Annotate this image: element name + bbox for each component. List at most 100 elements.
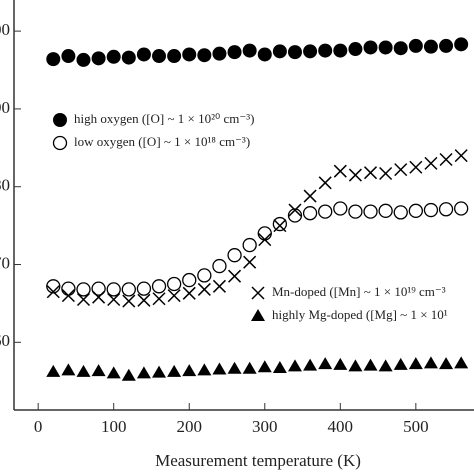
point	[212, 279, 226, 293]
point	[137, 293, 151, 307]
x-tick-label: 100	[101, 417, 127, 436]
point	[242, 237, 257, 253]
point	[424, 156, 438, 170]
x-tick-label: 400	[328, 417, 354, 436]
point	[303, 44, 318, 59]
point	[408, 203, 423, 218]
point	[152, 292, 166, 306]
legend-label: Mn-doped ([Mn] ~ 1 × 10¹⁹ cm⁻³	[272, 284, 446, 299]
point	[61, 289, 75, 303]
point	[273, 219, 287, 233]
point	[91, 364, 106, 377]
point	[393, 41, 408, 56]
point	[439, 152, 453, 167]
point	[454, 37, 469, 52]
point	[136, 281, 152, 296]
point	[167, 49, 182, 64]
point	[122, 294, 136, 308]
point	[333, 201, 348, 216]
point	[318, 176, 332, 190]
legend-marker	[53, 113, 67, 127]
point	[182, 47, 197, 62]
point	[152, 49, 167, 64]
x-tick-label: 200	[176, 417, 202, 436]
point	[76, 282, 91, 297]
point	[438, 202, 454, 217]
point	[257, 47, 272, 62]
y-tick-label: 70	[0, 253, 10, 272]
point	[303, 189, 317, 203]
point	[92, 290, 106, 304]
point	[106, 282, 121, 297]
point	[454, 201, 469, 216]
point	[423, 202, 439, 218]
point	[378, 359, 393, 372]
point	[333, 357, 348, 370]
point	[242, 361, 257, 374]
point	[303, 358, 318, 371]
point	[287, 45, 302, 60]
point	[227, 45, 242, 60]
point	[393, 205, 408, 220]
legend-marker	[251, 286, 265, 300]
point	[423, 356, 438, 369]
point	[363, 40, 378, 55]
point	[363, 204, 378, 219]
point	[379, 166, 393, 181]
point	[272, 44, 287, 59]
point	[318, 43, 333, 58]
x-tick-label: 0	[34, 417, 43, 436]
point	[197, 268, 212, 283]
point	[243, 255, 257, 269]
point	[272, 216, 288, 232]
point	[363, 358, 378, 371]
point	[76, 52, 91, 67]
point	[348, 204, 363, 219]
point	[91, 51, 106, 66]
point	[408, 38, 423, 53]
point	[166, 276, 182, 292]
point	[393, 357, 408, 370]
point	[76, 292, 91, 307]
point	[46, 364, 61, 377]
point	[197, 48, 212, 63]
point	[454, 149, 468, 163]
point	[167, 289, 181, 303]
point	[121, 282, 136, 297]
point	[378, 203, 393, 218]
point	[182, 364, 197, 377]
point	[302, 206, 318, 221]
point	[409, 160, 423, 174]
point	[121, 50, 136, 65]
point	[363, 166, 378, 180]
legend-label: high oxygen ([O] ~ 1 × 10²⁰ cm⁻³)	[74, 111, 254, 126]
point	[106, 366, 121, 379]
legend-marker	[251, 309, 265, 321]
point	[136, 366, 151, 379]
legend-label: low oxygen ([O] ~ 1 × 10¹⁸ cm⁻³)	[74, 134, 250, 149]
point	[242, 43, 257, 58]
point	[167, 364, 182, 377]
point	[408, 357, 423, 370]
point	[348, 359, 363, 372]
point	[61, 363, 76, 376]
point	[182, 286, 196, 300]
point	[333, 164, 347, 178]
point	[227, 361, 242, 374]
point	[152, 365, 167, 378]
point	[61, 49, 76, 64]
point	[91, 281, 106, 296]
point	[151, 279, 167, 294]
point	[136, 47, 151, 62]
point	[227, 248, 242, 263]
point	[288, 203, 302, 217]
x-tick-label: 500	[403, 417, 429, 436]
point	[212, 258, 227, 274]
point	[348, 42, 363, 57]
y-tick-label: 100	[0, 20, 10, 39]
point	[272, 360, 287, 373]
point	[333, 43, 348, 58]
point	[212, 46, 227, 61]
point	[121, 368, 136, 381]
